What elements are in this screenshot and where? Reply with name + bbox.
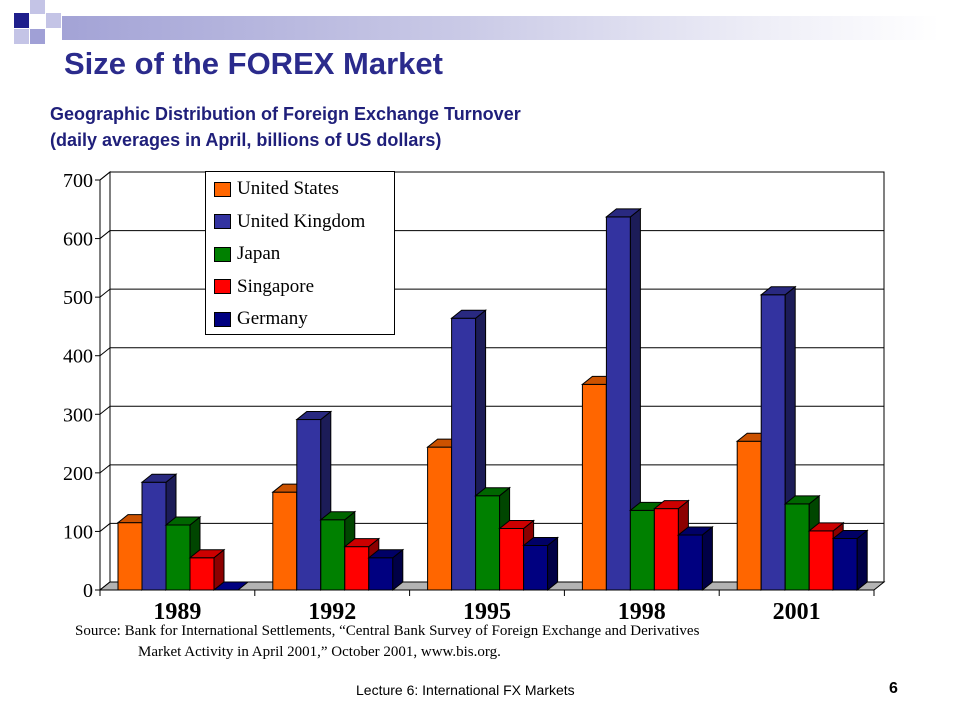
bar-top xyxy=(783,495,821,505)
legend-item: United Kingdom xyxy=(214,211,365,233)
legend-item: Singapore xyxy=(214,276,314,298)
legend-item: Germany xyxy=(214,308,308,330)
legend-label: United Kingdom xyxy=(237,210,366,232)
bar-top xyxy=(498,520,536,529)
x-tick-label: 1998 xyxy=(618,599,666,625)
bar-top xyxy=(676,526,714,536)
y-tick-label: 0 xyxy=(83,580,93,602)
bar-japan xyxy=(784,503,810,591)
legend-swatch xyxy=(214,214,231,229)
y-tick-label: 200 xyxy=(63,463,93,485)
gridline-side xyxy=(99,464,111,474)
logo-square-2 xyxy=(30,0,45,14)
bar-japan xyxy=(629,509,655,591)
bar-japan xyxy=(165,524,191,591)
bar-top xyxy=(807,522,845,532)
legend-label: Japan xyxy=(237,243,281,264)
gridline-side xyxy=(99,230,111,239)
bar-japan xyxy=(475,495,501,591)
bar-side xyxy=(547,536,559,592)
chart-legend: United States United Kingdom Japan Singapor… xyxy=(205,171,395,335)
page-title: Size of the FOREX Market xyxy=(64,46,443,81)
subtitle-line-2: (daily averages in April, billions of US… xyxy=(50,130,442,150)
footer-text: Lecture 6: International FX Markets xyxy=(356,682,575,698)
bar-singapore xyxy=(189,557,215,591)
bar-top xyxy=(367,549,405,559)
bar-singapore xyxy=(653,508,679,591)
bar-united-states xyxy=(736,440,762,591)
logo-square-5 xyxy=(46,13,61,28)
source-note: Source: Bank for International Settlemen… xyxy=(75,621,699,663)
bar-united-kingdom xyxy=(605,216,631,591)
bar-united-kingdom xyxy=(296,419,322,591)
bar-singapore xyxy=(344,546,370,591)
bar-germany xyxy=(523,544,549,591)
bar-top xyxy=(343,538,381,548)
legend-swatch xyxy=(214,181,231,197)
bar-germany xyxy=(832,537,858,591)
x-tick-label: 2001 xyxy=(773,599,821,625)
logo-square-1 xyxy=(14,13,29,28)
bar-top xyxy=(831,529,869,539)
legend-item: Japan xyxy=(214,243,280,265)
bar-top xyxy=(164,516,202,526)
bar-top xyxy=(450,309,488,319)
logo-square-3 xyxy=(14,29,29,44)
gridline-side xyxy=(99,171,111,181)
y-tick-label: 400 xyxy=(63,346,93,368)
bar-top xyxy=(604,208,642,218)
bar-united-kingdom xyxy=(451,317,477,591)
gridline-side xyxy=(99,523,111,532)
bar-united-kingdom xyxy=(141,481,167,591)
bar-top xyxy=(140,473,178,483)
bar-top xyxy=(319,511,357,521)
bar-side xyxy=(856,529,868,592)
header-gradient-bar xyxy=(62,16,940,40)
y-tick-label: 600 xyxy=(63,229,93,251)
bar-united-states xyxy=(427,446,453,591)
bar-united-states xyxy=(117,522,143,591)
legend-swatch xyxy=(214,246,231,262)
chart-subtitle: Geographic Distribution of Foreign Excha… xyxy=(50,101,521,153)
legend-swatch xyxy=(214,279,231,294)
bar-top xyxy=(188,549,226,559)
source-line-1: Source: Bank for International Settlemen… xyxy=(75,623,700,639)
subtitle-line-1: Geographic Distribution of Foreign Excha… xyxy=(50,104,521,124)
page-number: 6 xyxy=(889,680,898,697)
source-line-2: Market Activity in April 2001,” October … xyxy=(138,644,501,660)
x-tick-label: 1995 xyxy=(463,599,511,625)
y-tick-label: 100 xyxy=(63,521,93,543)
logo-square-4 xyxy=(30,29,45,44)
x-tick-label: 1992 xyxy=(308,599,356,625)
legend-label: United States xyxy=(237,178,339,199)
gridline-side xyxy=(99,288,111,298)
bar-top xyxy=(522,536,560,546)
bar-japan xyxy=(320,519,346,591)
bar-top xyxy=(295,411,333,421)
legend-item: United States xyxy=(214,178,339,200)
legend-label: Singapore xyxy=(237,275,315,297)
legend-swatch xyxy=(214,311,231,327)
bar-singapore xyxy=(808,530,834,591)
bar-top xyxy=(652,500,690,510)
bar-germany xyxy=(677,534,703,591)
legend-label: Germany xyxy=(237,308,308,329)
bar-united-states xyxy=(272,491,298,591)
y-tick-label: 700 xyxy=(63,170,93,192)
gridline-side xyxy=(99,347,111,357)
bar-side xyxy=(701,525,713,592)
bar-singapore xyxy=(499,528,525,591)
bar-top xyxy=(759,286,797,296)
bar-united-states xyxy=(581,383,607,591)
bar-germany xyxy=(368,557,394,591)
x-tick-label: 1989 xyxy=(153,599,201,625)
bar-top xyxy=(474,487,512,497)
y-tick-label: 300 xyxy=(63,404,93,426)
bar-united-kingdom xyxy=(760,294,786,591)
gridline-side xyxy=(99,405,111,415)
y-tick-label: 500 xyxy=(63,287,93,309)
